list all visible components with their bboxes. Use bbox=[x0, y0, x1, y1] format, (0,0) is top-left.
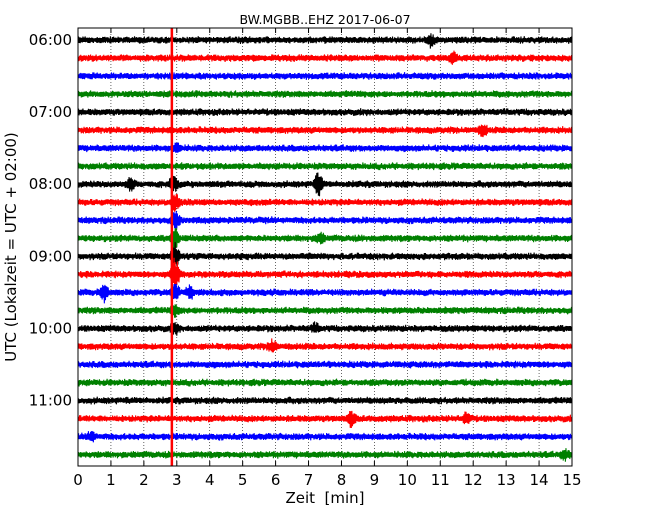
tick-layer: 0 1 2 3 4 5 6 7 8 9 10 11 12 13 14 1506:0007:0008:0009:… bbox=[29, 28, 582, 489]
seismic-trace bbox=[77, 430, 573, 443]
seismic-trace bbox=[77, 50, 573, 65]
seismic-trace bbox=[77, 124, 573, 138]
seismic-trace bbox=[77, 142, 573, 153]
x-tick-label: 12 bbox=[464, 471, 483, 489]
x-tick-label: 14 bbox=[530, 471, 549, 489]
x-tick-label: 7 bbox=[304, 471, 314, 489]
x-tick-label: 6 bbox=[271, 471, 281, 489]
seismic-trace bbox=[77, 172, 573, 197]
seismic-trace bbox=[77, 378, 573, 387]
seismic-trace bbox=[77, 227, 573, 249]
x-tick-label: 8 bbox=[337, 471, 347, 489]
x-tick-label: 11 bbox=[431, 471, 450, 489]
y-tick-label: 10:00 bbox=[29, 319, 72, 337]
x-tick-label: 5 bbox=[238, 471, 248, 489]
x-tick-label: 15 bbox=[562, 471, 581, 489]
seismic-trace bbox=[77, 396, 573, 405]
seismic-trace bbox=[77, 257, 573, 288]
seismic-trace bbox=[77, 360, 573, 369]
seismic-trace bbox=[77, 108, 573, 117]
x-tick-label: 13 bbox=[497, 471, 516, 489]
seismic-trace bbox=[77, 211, 573, 230]
seismic-trace bbox=[77, 162, 573, 171]
y-tick-label: 08:00 bbox=[29, 175, 72, 193]
seismic-trace bbox=[77, 410, 573, 429]
y-tick-label: 06:00 bbox=[29, 31, 72, 49]
y-tick-label: 11:00 bbox=[29, 392, 72, 410]
seismic-trace bbox=[77, 448, 573, 462]
x-tick-label: 10 bbox=[398, 471, 417, 489]
seismic-trace bbox=[77, 90, 573, 98]
y-axis-label: UTC (Lokalzeit = UTC + 02:00) bbox=[2, 132, 20, 362]
plot-frame bbox=[77, 27, 573, 467]
seismic-trace bbox=[77, 304, 573, 318]
x-tick-label: 9 bbox=[370, 471, 380, 489]
trace-layer bbox=[77, 33, 573, 462]
seismic-trace bbox=[77, 338, 573, 353]
x-tick-label: 3 bbox=[172, 471, 182, 489]
seismic-trace bbox=[77, 193, 573, 212]
y-tick-label: 09:00 bbox=[29, 247, 72, 265]
x-tick-label: 1 bbox=[106, 471, 116, 489]
x-tick-label: 4 bbox=[205, 471, 215, 489]
seismic-trace bbox=[77, 321, 573, 336]
y-tick-label: 07:00 bbox=[29, 103, 72, 121]
seismic-trace bbox=[77, 33, 573, 49]
x-tick-label: 2 bbox=[139, 471, 149, 489]
seismic-trace bbox=[77, 72, 573, 81]
x-tick-label: 0 bbox=[73, 471, 83, 489]
seismic-trace bbox=[77, 283, 573, 304]
x-axis-label: Zeit [min] bbox=[285, 489, 364, 507]
chart-title: BW.MGBB..EHZ 2017-06-07 bbox=[239, 12, 410, 27]
seismic-trace bbox=[77, 242, 573, 267]
